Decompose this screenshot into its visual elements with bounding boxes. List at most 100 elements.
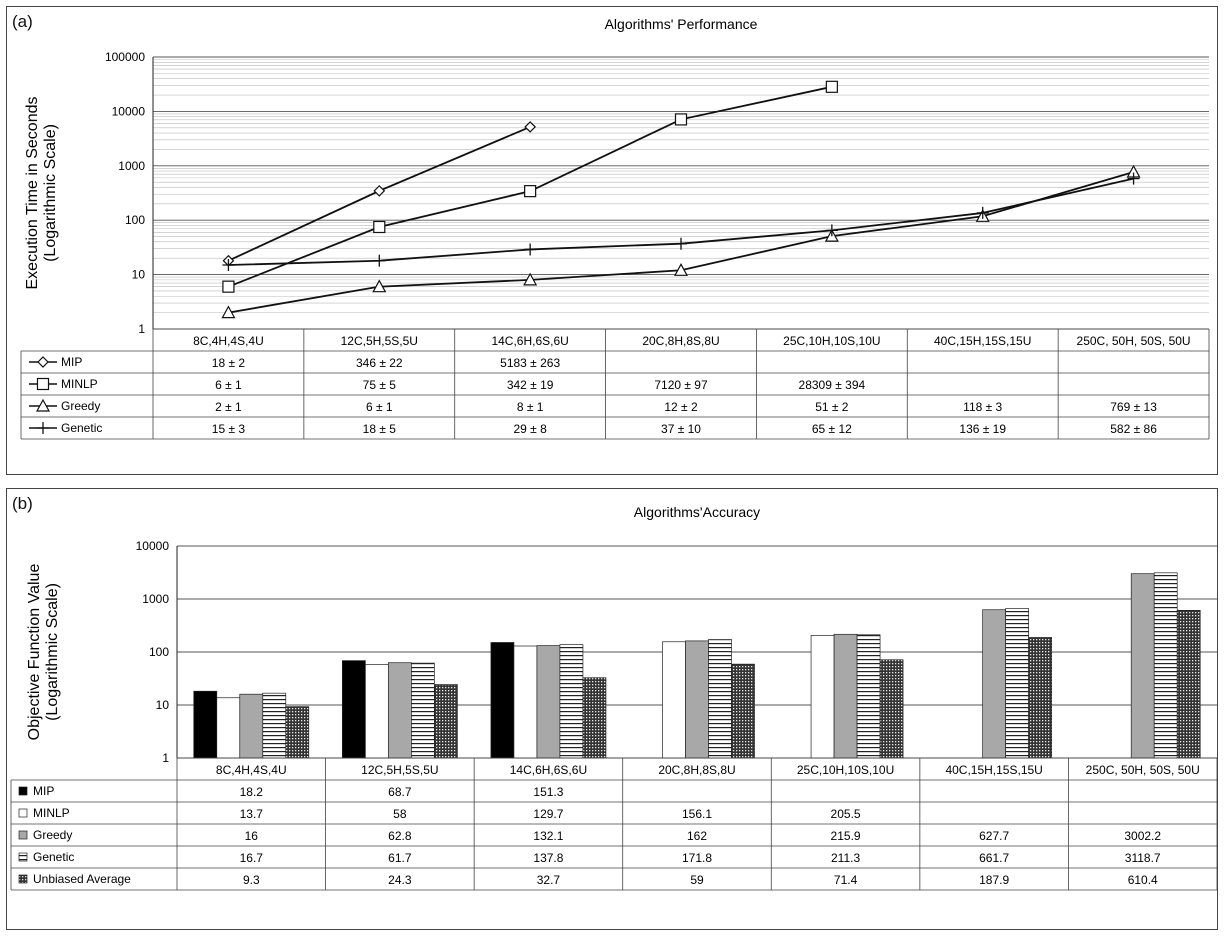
data-cell: 582 ± 86 xyxy=(1110,422,1157,436)
series-minlp xyxy=(222,80,838,293)
legend-label: Greedy xyxy=(33,828,72,842)
y-tick-label: 100 xyxy=(125,213,145,227)
category-label: 12C,5H,5S,5U xyxy=(341,334,418,348)
series-minlp xyxy=(216,635,835,759)
legend-label: MIP xyxy=(61,355,82,369)
category-label: 12C,5H,5S,5U xyxy=(361,763,438,777)
data-cell: 16 xyxy=(245,829,259,843)
bar-minlp xyxy=(662,641,686,759)
data-cell: 58 xyxy=(393,807,407,821)
bar-unbiased-average xyxy=(434,684,458,759)
performance-panel: (a) Algorithms' Performance Execution Tim… xyxy=(6,6,1218,475)
series-genetic-point xyxy=(675,237,687,250)
data-cell: 129.7 xyxy=(533,807,563,821)
series-greedy-point xyxy=(523,272,538,286)
category-label: 8C,4H,4S,4U xyxy=(193,334,264,348)
data-cell: 137.8 xyxy=(533,851,563,865)
data-cell: 162 xyxy=(687,829,707,843)
bar-genetic xyxy=(411,662,435,759)
data-cell: 75 ± 5 xyxy=(363,378,397,392)
bar-unbiased-average xyxy=(879,659,904,759)
category-label: 250C, 50H, 50S, 50U xyxy=(1086,763,1200,777)
legend-genetic: Genetic xyxy=(29,421,102,435)
y-axis-label: Objective Function Value (Logarithmic Sca… xyxy=(26,564,61,741)
bar-mip xyxy=(490,642,515,759)
category-label: 14C,6H,6S,6U xyxy=(510,763,587,777)
data-cell: 151.3 xyxy=(533,785,563,799)
data-cell: 205.5 xyxy=(831,807,861,821)
bar-genetic xyxy=(1153,572,1178,759)
category-label: 40C,15H,15S,15U xyxy=(945,763,1042,777)
accuracy-chart: Algorithms'Accuracy Objective Function Va… xyxy=(10,504,1217,891)
bar-mip xyxy=(342,660,366,759)
y-tick-label: 10000 xyxy=(112,104,146,118)
data-cell: 171.8 xyxy=(682,851,712,865)
category-label: 250C, 50H, 50S, 50U xyxy=(1077,334,1191,348)
data-cell: 6 ± 1 xyxy=(215,378,242,392)
bar-greedy xyxy=(536,645,561,759)
chart-title: Algorithms' Performance xyxy=(605,16,758,32)
bar-genetic xyxy=(856,634,881,759)
data-cell: 610.4 xyxy=(1128,873,1158,887)
y-axis-label-line: Execution Time in Seconds xyxy=(24,97,41,290)
y-tick-label: 10 xyxy=(132,268,146,282)
panel-b-label: (b) xyxy=(12,494,33,513)
y-tick-label: 10000 xyxy=(136,539,170,553)
data-cell: 24.3 xyxy=(388,873,412,887)
data-cell: 2 ± 1 xyxy=(215,400,242,414)
legend-greedy: Greedy xyxy=(29,398,100,413)
panel-a-label: (a) xyxy=(12,12,33,31)
y-tick-label: 1 xyxy=(138,322,145,336)
bar-genetic xyxy=(1005,608,1029,759)
y-axis-label-line: (Logarithmic Scale) xyxy=(42,124,59,262)
series-minlp-point xyxy=(222,280,235,293)
series-greedy-point xyxy=(221,305,236,319)
data-cell: 215.9 xyxy=(831,829,861,843)
bar-greedy xyxy=(388,662,412,759)
performance-chart: Algorithms' Performance Execution Time in… xyxy=(20,16,1210,440)
data-cell: 68.7 xyxy=(388,785,412,799)
data-cell: 156.1 xyxy=(682,807,712,821)
y-axis-label: Execution Time in Seconds (Logarithmic Sc… xyxy=(24,97,59,290)
data-cell: 136 ± 19 xyxy=(959,422,1006,436)
series-genetic-point xyxy=(825,224,838,237)
bar-greedy xyxy=(833,633,858,759)
series-genetic-point xyxy=(1127,172,1140,185)
data-cell: 118 ± 3 xyxy=(963,400,1002,414)
data-cell: 9.3 xyxy=(243,873,260,887)
category-label: 25C,10H,10S,10U xyxy=(783,334,880,348)
data-cell: 18 ± 5 xyxy=(363,422,397,436)
data-cell: 6 ± 1 xyxy=(366,400,393,414)
category-label: 20C,8H,8S,8U xyxy=(658,763,735,777)
data-cell: 3118.7 xyxy=(1125,851,1161,865)
series-minlp-point xyxy=(373,220,386,234)
bar-minlp xyxy=(365,664,389,759)
bar-minlp xyxy=(513,645,538,759)
data-cell: 29 ± 8 xyxy=(514,422,548,436)
bar-greedy xyxy=(685,640,709,759)
bar-unbiased-average xyxy=(582,677,607,759)
series-genetic-point xyxy=(373,254,386,267)
series-genetic-point xyxy=(222,259,235,272)
data-cell: 59 xyxy=(690,873,704,887)
bar-greedy xyxy=(239,693,264,759)
legend-swatch xyxy=(18,830,28,840)
legend-marker xyxy=(37,422,49,434)
chart-title: Algorithms'Accuracy xyxy=(634,504,760,520)
category-label: 14C,6H,6S,6U xyxy=(491,334,568,348)
data-cell: 769 ± 13 xyxy=(1110,400,1157,414)
y-tick-label: 10 xyxy=(156,698,170,712)
data-cell: 7120 ± 97 xyxy=(654,378,708,392)
legend-swatch xyxy=(18,786,28,796)
series-mip-point xyxy=(524,121,536,133)
y-axis-label-line: (Logarithmic Scale) xyxy=(44,583,61,721)
series-genetic-point xyxy=(976,206,989,219)
series-greedy xyxy=(239,573,1155,759)
gridlines xyxy=(153,56,1209,330)
legend-label: MINLP xyxy=(33,806,70,820)
category-label: 40C,15H,15S,15U xyxy=(934,334,1031,348)
data-cell: 187.9 xyxy=(979,873,1009,887)
legend-swatch xyxy=(18,808,28,818)
legend-minlp: MINLP xyxy=(29,377,98,391)
bar-unbiased-average xyxy=(731,663,755,759)
